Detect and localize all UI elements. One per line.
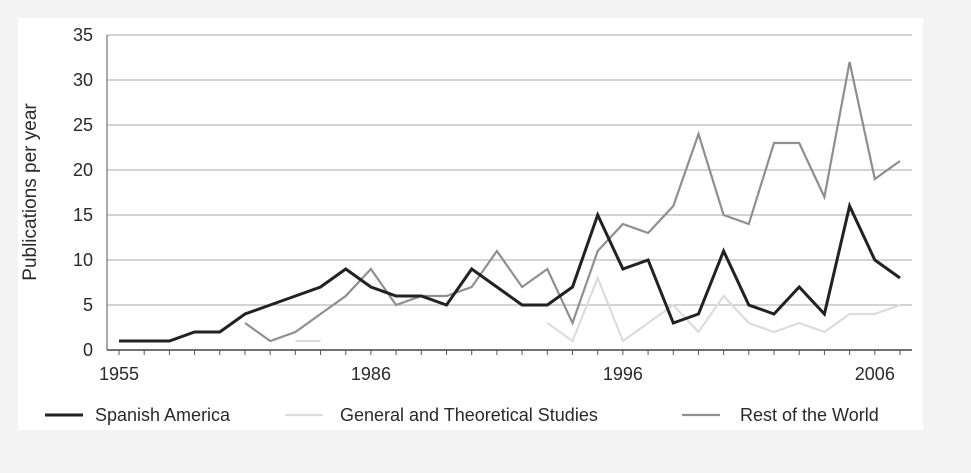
legend: Spanish America General and Theoretical S…: [45, 405, 879, 425]
series-line-rest-of-the-world: [244, 61, 901, 343]
y-tick-label: 30: [73, 70, 93, 90]
chart-background: [18, 18, 923, 430]
y-tick-label: 10: [73, 250, 93, 270]
series-line-general-and-theoretical-studies: [546, 275, 901, 343]
legend-label: General and Theoretical Studies: [340, 405, 598, 425]
x-tick-label: 1996: [603, 364, 643, 384]
legend-label: Spanish America: [95, 405, 231, 425]
y-tick-label: 0: [83, 340, 93, 360]
legend-item: Rest of the World: [682, 405, 879, 425]
y-axis-title: Publications per year: [20, 103, 41, 281]
legend-item: Spanish America: [45, 405, 231, 425]
y-tick-label: 25: [73, 115, 93, 135]
x-tick-label: 2006: [855, 364, 895, 384]
series: [119, 61, 901, 343]
axes: 0 5 10 15 20 25 30 35 1955 1986 1996 2006: [73, 25, 901, 384]
series-line-spanish-america: [119, 201, 901, 343]
y-tick-label: 15: [73, 205, 93, 225]
legend-label: Rest of the World: [740, 405, 879, 425]
x-tick-label: 1955: [99, 364, 139, 384]
y-tick-label: 35: [73, 25, 93, 45]
legend-item: General and Theoretical Studies: [285, 405, 598, 425]
grid: [107, 34, 912, 351]
y-tick-label: 5: [83, 295, 93, 315]
y-tick-label: 20: [73, 160, 93, 180]
x-tick-label: 1986: [351, 364, 391, 384]
